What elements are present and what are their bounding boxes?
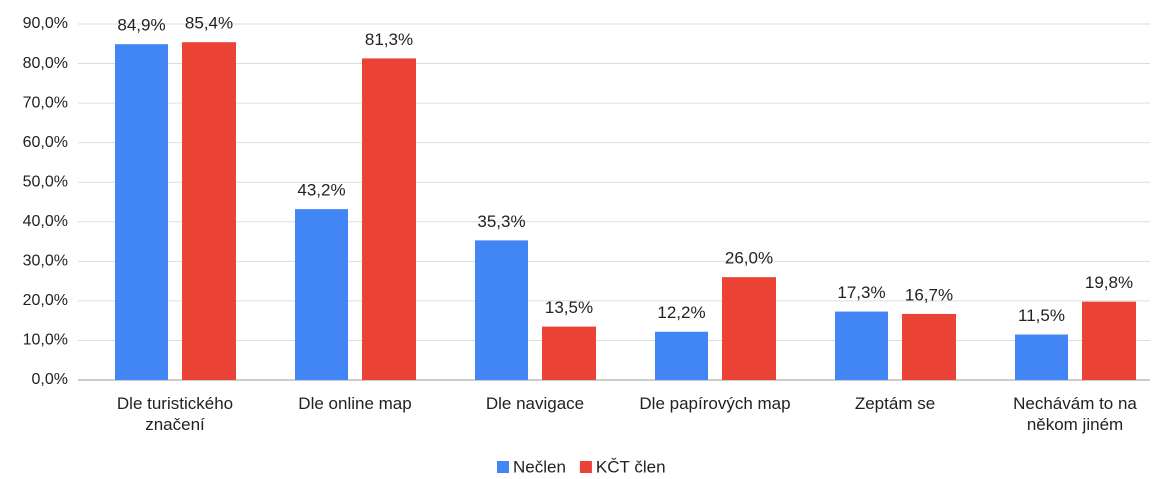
data-label: 84,9% <box>117 16 165 35</box>
legend-swatch <box>579 461 592 473</box>
legend-label: Nečlen <box>513 457 566 476</box>
bar <box>835 311 888 380</box>
data-label: 85,4% <box>185 14 233 33</box>
y-tick-label: 50,0% <box>23 173 68 190</box>
y-tick-label: 40,0% <box>23 213 68 230</box>
data-label: 11,5% <box>1018 306 1065 325</box>
bar <box>295 209 348 380</box>
x-tick-label: Dle navigace <box>485 394 585 413</box>
data-label: 16,7% <box>905 285 953 304</box>
bar <box>182 42 236 380</box>
bar <box>655 331 708 380</box>
y-tick-label: 20,0% <box>23 292 68 309</box>
data-label: 43,2% <box>297 181 345 200</box>
y-tick-label: 70,0% <box>23 94 68 111</box>
y-tick-label: 10,0% <box>23 332 68 349</box>
y-tick-label: 80,0% <box>23 55 68 72</box>
bar <box>542 326 596 380</box>
y-tick-label: 0,0% <box>32 371 68 388</box>
bar <box>722 277 776 380</box>
bar <box>115 44 168 380</box>
bar <box>1082 301 1136 380</box>
data-label: 81,3% <box>365 30 413 49</box>
bar <box>902 313 956 380</box>
x-tick-label: Dle online map <box>298 394 412 413</box>
x-tick-label: Dle papírových map <box>639 394 791 413</box>
data-label: 13,5% <box>545 298 593 317</box>
legend-swatch <box>497 461 509 473</box>
data-label: 12,2% <box>657 303 705 322</box>
y-tick-label: 90,0% <box>23 15 68 32</box>
bar <box>362 58 416 381</box>
bar <box>475 240 528 380</box>
data-label: 17,3% <box>837 283 885 302</box>
data-label: 35,3% <box>477 212 525 231</box>
legend-label: KČT člen <box>596 457 666 476</box>
data-label: 26,0% <box>725 249 773 268</box>
bar <box>1015 334 1068 380</box>
x-tick-label: Zeptám se <box>854 394 936 413</box>
data-label: 19,8% <box>1085 273 1133 292</box>
x-tick-label: Nechávám to na někom jiném <box>1013 394 1137 434</box>
y-tick-label: 60,0% <box>23 134 68 151</box>
x-tick-label: Dle turistického značení <box>116 394 234 434</box>
y-tick-label: 30,0% <box>23 253 68 270</box>
